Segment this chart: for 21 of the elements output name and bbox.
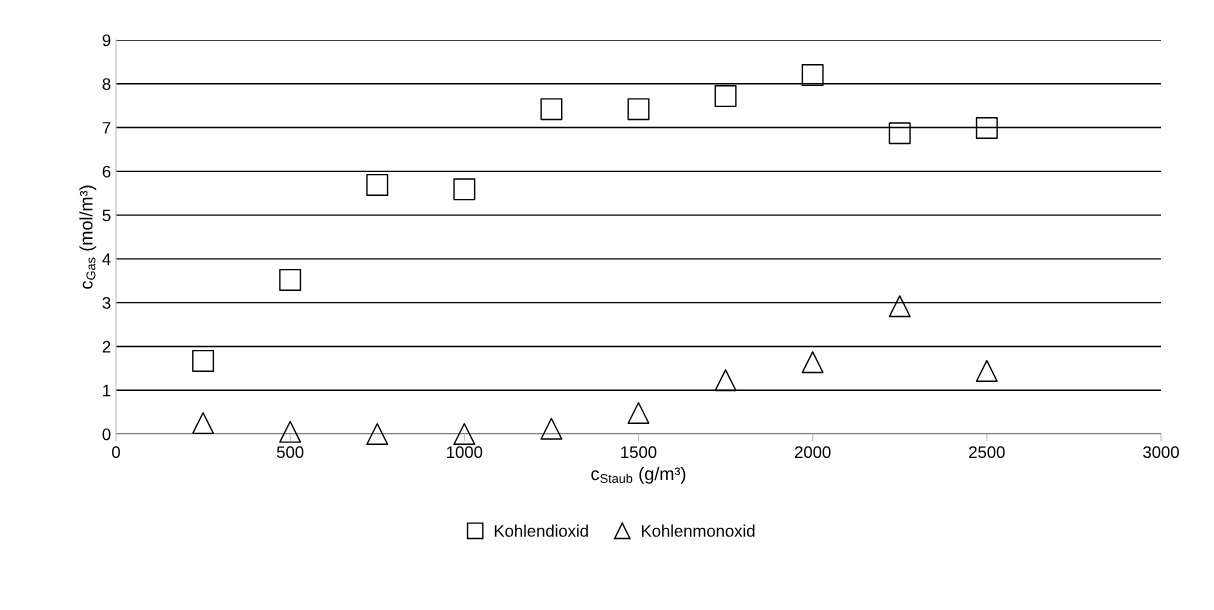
legend-label: Kohlenmonoxid (641, 524, 755, 537)
y-tick-label: 2 (102, 340, 111, 353)
y-tick-label: 0 (102, 428, 111, 441)
y-tick-label: 5 (102, 209, 111, 222)
x-tick-label: 0 (112, 446, 120, 459)
x-axis-title: c$_{Staub}$ (g/m³) (591, 466, 686, 484)
y-tick-label: 8 (102, 78, 111, 90)
x-tick-label: 2000 (794, 446, 831, 459)
y-axis-title: c$_{Gas}$ (mol/m³) (79, 185, 97, 289)
x-tick-label: 1000 (447, 446, 483, 459)
y-tick-label: 3 (102, 297, 111, 309)
y-tick-label: 4 (102, 253, 111, 265)
x-tick-label: 1500 (621, 446, 657, 459)
x-tick-label: 2500 (969, 446, 1005, 459)
legend-label: Kohlendioxid (494, 524, 588, 537)
x-tick-label: 3000 (1143, 446, 1179, 459)
y-tick-label: 9 (102, 34, 111, 47)
y-tick-label: 1 (103, 384, 111, 397)
y-tick-label: 7 (102, 122, 111, 134)
x-tick-label: 500 (276, 446, 304, 459)
y-tick-label: 6 (102, 165, 111, 178)
